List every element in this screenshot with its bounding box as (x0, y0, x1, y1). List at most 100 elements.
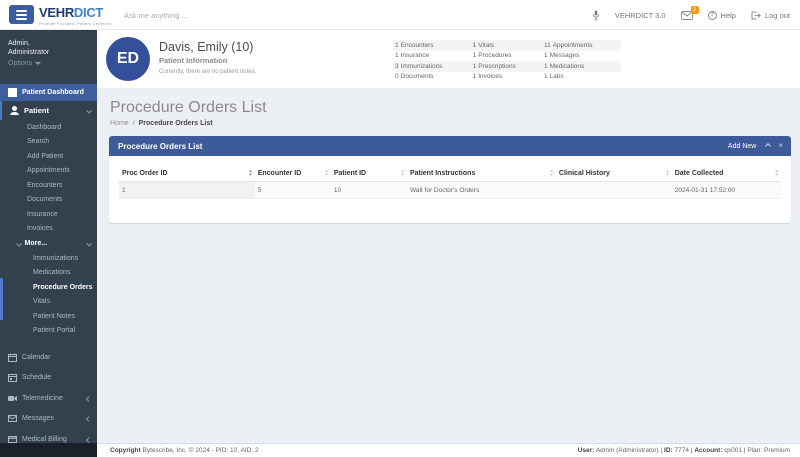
sort-icon[interactable]: ▴ ▾ (325, 168, 328, 178)
breadcrumb-current: Procedure Orders List (138, 120, 213, 127)
credit-card-icon (8, 435, 17, 444)
sidebar-item-procedure-orders[interactable]: Procedure Orders (33, 283, 93, 291)
collapse-panel-button[interactable] (765, 143, 772, 149)
sort-icon[interactable]: ▴ ▾ (550, 168, 553, 178)
caret-down-icon (35, 62, 42, 65)
stat-vitals[interactable]: 1 Vitals (470, 40, 542, 51)
sort-icon[interactable]: ▴ ▾ (666, 168, 669, 178)
breadcrumb-home-link[interactable]: Home (110, 120, 129, 127)
stat-documents[interactable]: 0 Documents (395, 73, 434, 81)
stat-prescriptions[interactable]: 1 Prescriptions (470, 61, 542, 72)
patient-section-label: Patient (24, 106, 50, 115)
sidebar-item-add-patient[interactable]: Add Patient (27, 152, 64, 160)
question-icon: ? (707, 10, 717, 20)
column-header-proc-order-id[interactable]: Proc Order ID ▴ ▾ (119, 166, 255, 182)
add-new-button[interactable]: Add New (727, 142, 757, 150)
sidebar-item-messages[interactable]: Messages (0, 409, 97, 430)
sidebar-item-medications[interactable]: Medications (33, 269, 71, 277)
sidebar-item-appointments[interactable]: Appointments (27, 167, 70, 175)
cell-proc-order-id: 1 (119, 181, 255, 199)
close-panel-button[interactable]: × (778, 141, 783, 150)
patient-header: ED Davis, Emily (10) Patient Information… (97, 30, 800, 88)
sort-icon[interactable]: ▴ ▾ (401, 168, 404, 178)
options-label: Options (8, 60, 33, 67)
cell-clinical-history (555, 181, 672, 199)
sidebar-item-immunizations[interactable]: Immunizations (33, 254, 79, 262)
sidebar-item-documents[interactable]: Documents (27, 196, 63, 204)
column-header-patient-instructions[interactable]: Patient Instructions ▴ ▾ (406, 166, 556, 182)
logout-label: Log out (764, 10, 790, 20)
sidebar-item-vitals[interactable]: Vitals (33, 298, 50, 306)
sidebar-item-invoices[interactable]: Invoices (27, 225, 53, 233)
panel-title: Procedure Orders List (118, 141, 203, 151)
version-label[interactable]: VEHRDICT 3.0 (614, 10, 666, 20)
sidebar-item-encounters[interactable]: Encounters (27, 181, 63, 189)
more-section-label: More... (24, 240, 48, 247)
main-content: ED Davis, Emily (10) Patient Information… (97, 30, 800, 443)
topbar: VEHRDICT Provider Focused. Patient Cente… (0, 0, 800, 30)
logout-button[interactable]: Log out (751, 11, 790, 20)
sidebar-item-patient-dashboard[interactable]: Patient Dashboard (0, 84, 97, 101)
table-row[interactable]: 1 5 10 Wait for Doctor's Orders 2024-01-… (119, 181, 781, 199)
patient-notes-text: Currently, there are no patient notes. (159, 69, 257, 75)
stats-row: 3 Immunizations 1 Prescriptions 1 Medicatio… (393, 61, 621, 72)
footer-copyright: Copyright Bytescribe, Inc. © 2024 - PID:… (110, 447, 259, 454)
logo-text-secondary: DICT (73, 5, 104, 20)
stat-appointments[interactable]: 11 Appointments (541, 40, 621, 51)
sidebar-item-patient-portal[interactable]: Patient Portal (33, 327, 76, 335)
sidebar-item-medical-billing[interactable]: Medical Billing (0, 429, 97, 450)
sidebar-item-search[interactable]: Search (27, 138, 50, 146)
panel-header: Procedure Orders List Add New × (109, 136, 791, 156)
sidebar-item-calendar[interactable]: Calendar (0, 347, 97, 368)
sidebar-toggle-button[interactable] (9, 5, 34, 24)
search-input[interactable] (124, 6, 384, 24)
microphone-icon[interactable] (592, 10, 600, 21)
sidebar-item-schedule[interactable]: Schedule (0, 368, 97, 389)
sort-icon[interactable]: ▴ ▾ (249, 168, 252, 178)
user-name-line2: Administrator (8, 49, 50, 56)
help-menu[interactable]: ? Help (707, 10, 736, 20)
procedure-orders-panel: Procedure Orders List Add New × Proc Ord… (109, 136, 791, 223)
stats-row: 0 Documents 1 Invoices 1 Labs (393, 72, 621, 83)
sidebar-scrollbar[interactable] (0, 278, 3, 320)
stat-medications[interactable]: 1 Medications (541, 61, 621, 72)
schedule-icon (8, 373, 17, 383)
column-header-clinical-history[interactable]: Clinical History ▴ ▾ (555, 166, 672, 182)
column-header-date-collected[interactable]: Date Collected ▴ ▾ (671, 166, 781, 182)
sidebar: Admin, Administrator Options Patient Das… (0, 30, 97, 457)
sidebar-item-patient-notes[interactable]: Patient Notes (33, 312, 76, 320)
patient-dashboard-label: Patient Dashboard (22, 89, 84, 96)
page-title: Procedure Orders List (110, 99, 267, 116)
user-options-dropdown[interactable]: Options (8, 59, 89, 68)
chevron-down-icon (85, 108, 91, 113)
sidebar-item-telemedicine[interactable]: Telemedicine (0, 388, 97, 409)
logout-icon (751, 11, 761, 19)
stats-row: 1 Insurance 1 Procedures 1 Messages (393, 51, 621, 62)
stat-labs[interactable]: 1 Labs (543, 73, 564, 81)
chevron-down-icon (85, 241, 91, 246)
stat-procedures[interactable]: 1 Procedures (472, 52, 512, 60)
sidebar-section-more[interactable]: More... (0, 236, 97, 251)
sidebar-section-patient[interactable]: Patient (0, 101, 97, 120)
column-header-encounter-id[interactable]: Encounter ID ▴ ▾ (254, 166, 331, 182)
stat-insurance[interactable]: 1 Insurance (395, 52, 430, 60)
messages-menu[interactable]: 3 (680, 5, 699, 20)
messages-badge: 3 (690, 5, 699, 14)
footer-sidebar-block (0, 443, 97, 457)
user-name-line1: Admin, (8, 40, 30, 47)
stat-messages[interactable]: 1 Messages (543, 52, 580, 60)
column-header-patient-id[interactable]: Patient ID ▴ ▾ (330, 166, 407, 182)
logo-tagline: Provider Focused. Patient Centered. (39, 21, 113, 26)
patient-name: Davis, Emily (10) (159, 40, 254, 54)
stat-encounters[interactable]: 1 Encounters (393, 40, 471, 51)
app-logo[interactable]: VEHRDICT Provider Focused. Patient Cente… (39, 4, 119, 26)
sidebar-item-insurance[interactable]: Insurance (27, 210, 58, 218)
sidebar-item-dashboard[interactable]: Dashboard (27, 123, 62, 131)
stat-immunizations[interactable]: 3 Immunizations (393, 61, 471, 72)
stat-invoices[interactable]: 1 Invoices (472, 73, 503, 81)
cell-encounter-id: 5 (254, 181, 331, 199)
sort-icon[interactable]: ▴ ▾ (775, 168, 778, 178)
patient-information-link[interactable]: Patient Information (159, 56, 228, 65)
chevron-left-icon (85, 395, 91, 401)
